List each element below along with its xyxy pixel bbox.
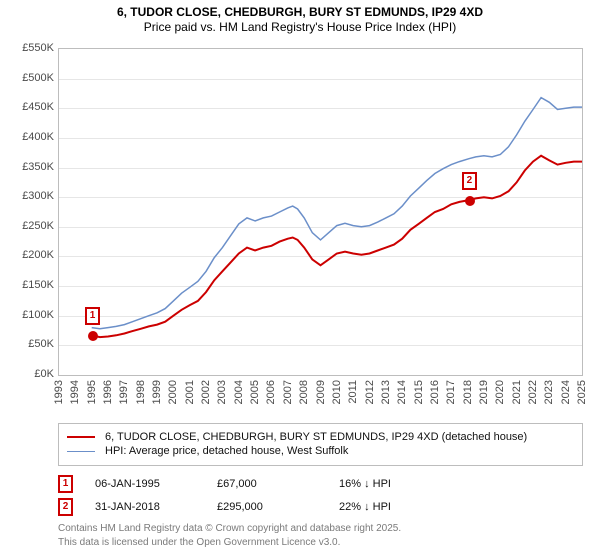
x-tick-label: 2010 [331,380,343,404]
x-tick-label: 2008 [298,380,310,404]
x-tick-label: 2012 [364,380,376,404]
x-tick-label: 1997 [118,380,130,404]
sale-marker-box: 2 [58,498,73,516]
plot-area: 12 [58,48,583,376]
x-tick-label: 2011 [347,380,359,404]
copyright-line: Contains HM Land Registry data © Crown c… [58,522,583,536]
y-tick-label: £350K [22,161,54,173]
x-tick-label: 2018 [462,380,474,404]
chart-container: 6, TUDOR CLOSE, CHEDBURGH, BURY ST EDMUN… [0,0,600,560]
y-tick-label: £150K [22,279,54,291]
legend-label: 6, TUDOR CLOSE, CHEDBURGH, BURY ST EDMUN… [105,431,527,443]
legend-label: HPI: Average price, detached house, West… [105,445,348,457]
table-row: 2 31-JAN-2018 £295,000 22% ↓ HPI [58,498,583,516]
x-tick-label: 2014 [396,380,408,404]
y-tick-label: £400K [22,131,54,143]
x-tick-label: 2013 [380,380,392,404]
x-tick-label: 1993 [53,380,65,404]
x-tick-label: 2025 [576,380,588,404]
x-tick-label: 1998 [135,380,147,404]
y-tick-label: £550K [22,42,54,54]
y-tick-label: £100K [22,309,54,321]
x-tick-label: 2002 [200,380,212,404]
sales-table: 1 06-JAN-1995 £67,000 16% ↓ HPI 2 31-JAN… [58,470,583,521]
legend-item-price-paid: 6, TUDOR CLOSE, CHEDBURGH, BURY ST EDMUN… [67,431,574,443]
x-tick-label: 2023 [543,380,555,404]
chart-title-2: Price paid vs. HM Land Registry's House … [0,20,600,38]
sale-marker: 1 [85,307,100,325]
legend-swatch-price-paid [67,436,95,438]
sale-date: 06-JAN-1995 [95,478,195,490]
x-tick-label: 2003 [216,380,228,404]
sale-dot [465,196,475,206]
y-tick-label: £300K [22,190,54,202]
legend-swatch-hpi [67,451,95,452]
sale-date: 31-JAN-2018 [95,501,195,513]
x-tick-label: 2007 [282,380,294,404]
sale-marker-box: 1 [58,475,73,493]
x-tick-label: 2005 [249,380,261,404]
y-tick-label: £200K [22,249,54,261]
sale-marker: 2 [462,172,477,190]
table-row: 1 06-JAN-1995 £67,000 16% ↓ HPI [58,475,583,493]
y-tick-label: £500K [22,72,54,84]
series-price_paid [92,156,582,337]
copyright-line: This data is licensed under the Open Gov… [58,536,583,550]
line-plot [59,49,582,375]
legend: 6, TUDOR CLOSE, CHEDBURGH, BURY ST EDMUN… [58,423,583,466]
x-tick-label: 2009 [315,380,327,404]
x-tick-label: 2017 [445,380,457,404]
x-tick-label: 2021 [511,380,523,404]
x-tick-label: 1996 [102,380,114,404]
sale-price: £295,000 [217,501,317,513]
x-tick-label: 2001 [184,380,196,404]
x-tick-label: 2015 [413,380,425,404]
x-tick-label: 2022 [527,380,539,404]
x-tick-label: 2024 [560,380,572,404]
sale-price: £67,000 [217,478,317,490]
chart-title-1: 6, TUDOR CLOSE, CHEDBURGH, BURY ST EDMUN… [0,0,600,20]
series-hpi [92,98,582,329]
x-tick-label: 1999 [151,380,163,404]
x-tick-label: 2016 [429,380,441,404]
x-tick-label: 2019 [478,380,490,404]
legend-item-hpi: HPI: Average price, detached house, West… [67,445,574,457]
x-tick-label: 2020 [494,380,506,404]
y-tick-label: £250K [22,220,54,232]
y-tick-label: £450K [22,101,54,113]
y-tick-label: £50K [28,338,54,350]
copyright: Contains HM Land Registry data © Crown c… [58,522,583,549]
x-tick-label: 1995 [86,380,98,404]
x-tick-label: 1994 [69,380,81,404]
x-tick-label: 2004 [233,380,245,404]
sale-delta: 16% ↓ HPI [339,478,439,490]
sale-delta: 22% ↓ HPI [339,501,439,513]
x-tick-label: 2000 [167,380,179,404]
x-tick-label: 2006 [265,380,277,404]
y-tick-label: £0K [34,368,54,380]
